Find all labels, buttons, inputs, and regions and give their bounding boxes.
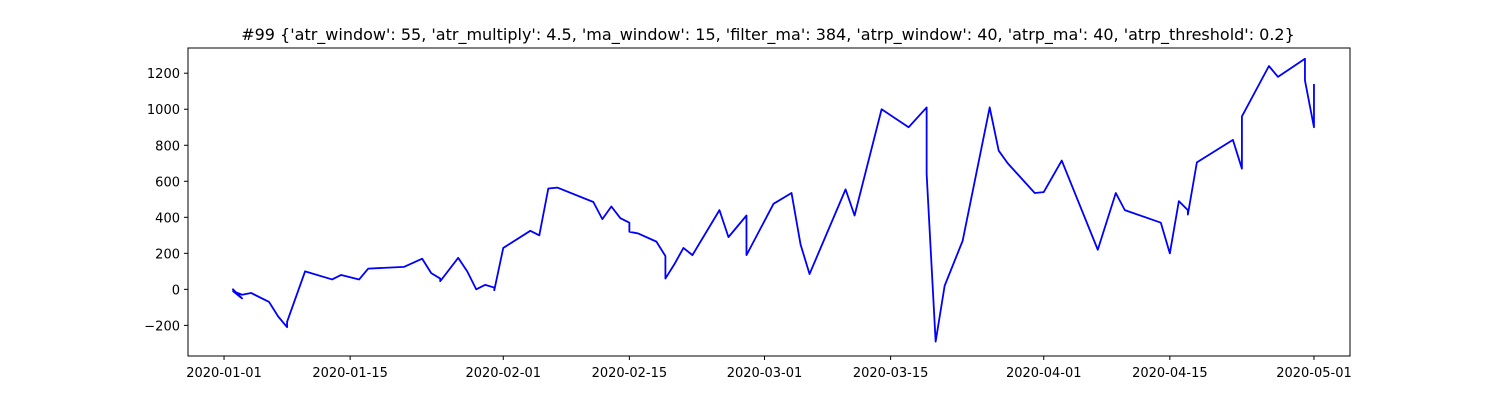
x-tick-label: 2020-02-15 — [592, 366, 668, 381]
x-tick-label: 2020-04-15 — [1132, 366, 1208, 381]
x-tick-label: 2020-01-01 — [186, 366, 262, 381]
y-tick-label: 0 — [172, 283, 180, 298]
y-tick-label: 1000 — [147, 103, 180, 118]
x-tick-label: 2020-03-15 — [853, 366, 929, 381]
x-tick-label: 2020-03-01 — [727, 366, 803, 381]
x-tick-label: 2020-05-01 — [1276, 366, 1352, 381]
y-tick-label: 400 — [155, 211, 180, 226]
chart-title: #99 {'atr_window': 55, 'atr_multiply': 4… — [241, 25, 1295, 45]
x-tick-label: 2020-04-01 — [1006, 366, 1082, 381]
y-tick-label: 800 — [155, 139, 180, 154]
x-tick-label: 2020-02-01 — [465, 366, 541, 381]
axes-frame — [187, 47, 1351, 357]
y-tick-label: −200 — [144, 319, 180, 334]
y-tick-label: 200 — [155, 247, 180, 262]
y-tick-label: 600 — [155, 175, 180, 190]
series-line-1 — [231, 57, 1315, 343]
plot-area: 2020-01-01 2020-01-15 2020-02-01 2020-02-15… — [144, 47, 1352, 381]
y-tick-label: 1200 — [147, 67, 180, 82]
x-tick-label: 2020-01-15 — [312, 366, 388, 381]
